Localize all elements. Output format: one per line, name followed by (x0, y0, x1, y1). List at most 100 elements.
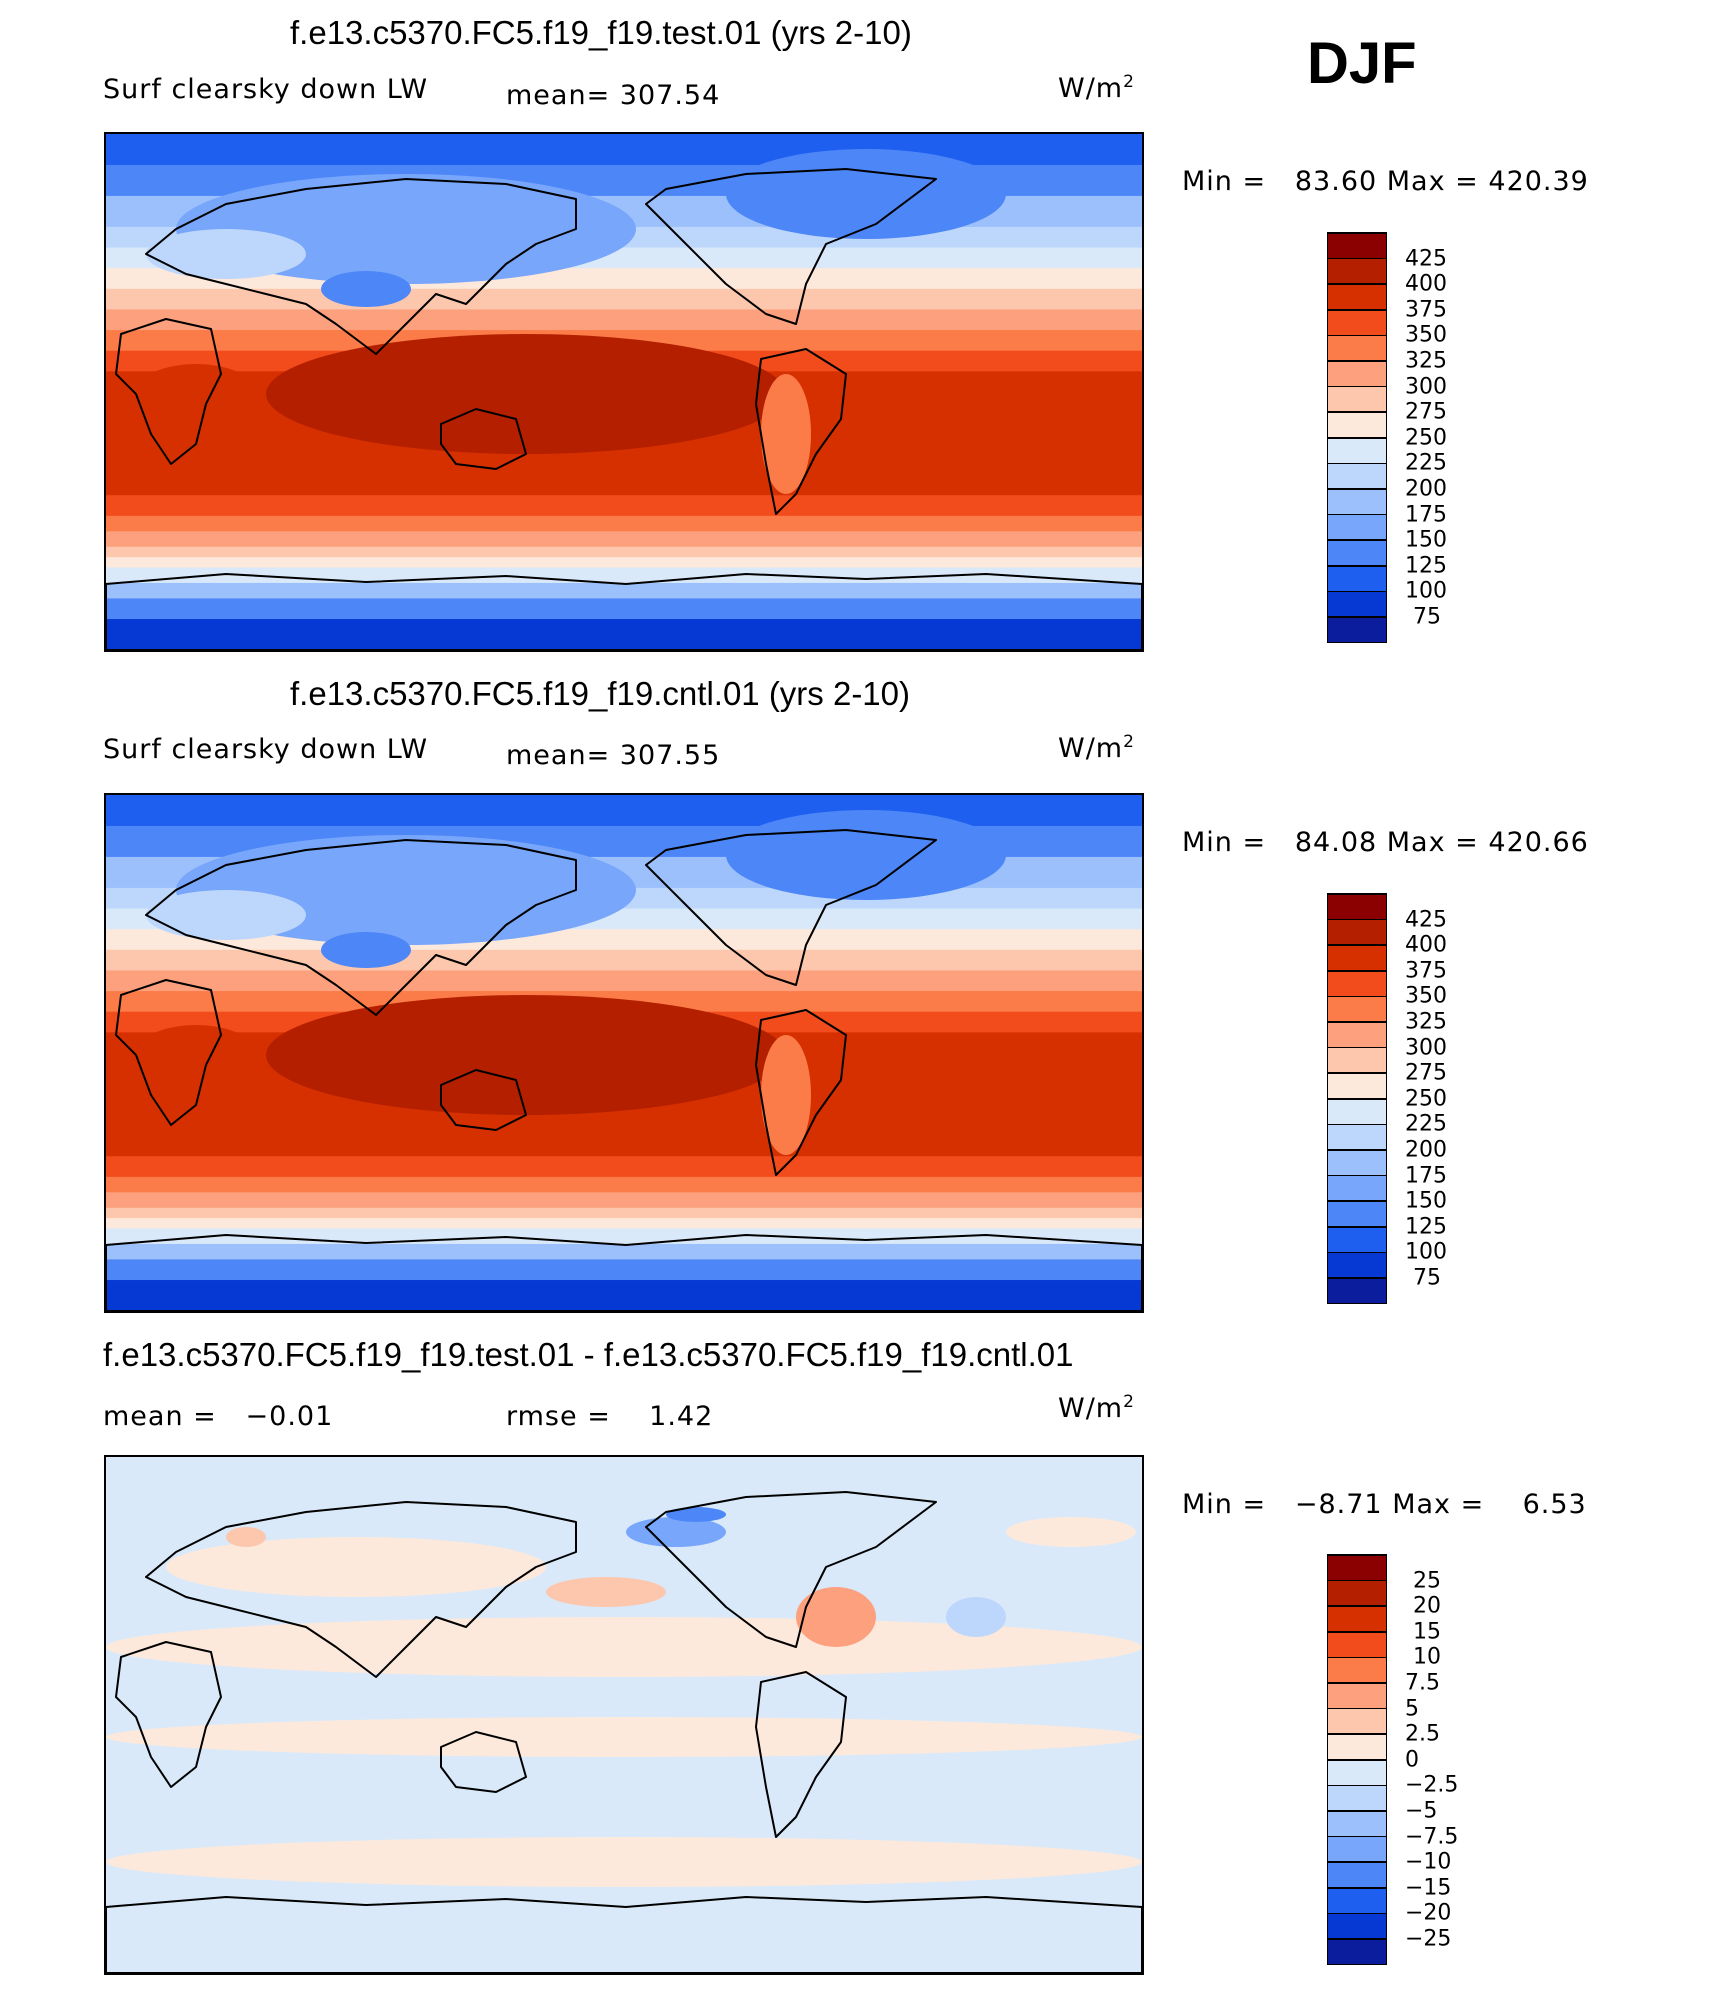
colorbar-tick-label: 100 (1405, 1239, 1447, 1265)
colorbar-tick-label: 175 (1405, 1163, 1447, 1189)
panel2-max-label: Max = (1386, 827, 1479, 858)
colorbar-tick-label: 375 (1405, 297, 1447, 323)
colorbar-divider (1327, 1277, 1387, 1279)
colorbar-divider (1327, 1021, 1387, 1023)
colorbar-swatch (1327, 233, 1387, 259)
colorbar-divider (1327, 944, 1387, 946)
colorbar-swatch (1327, 540, 1387, 566)
coastline (440, 408, 527, 470)
coastline (106, 1896, 1142, 1973)
colorbar-divider (1327, 385, 1387, 388)
colorbar-tick-label: 200 (1405, 1137, 1447, 1163)
coastline (645, 168, 937, 325)
colorbar-swatch (1327, 1657, 1387, 1683)
field-band (106, 1207, 1142, 1220)
panel1-min-label: Min = (1182, 166, 1267, 197)
colorbar-divider (1327, 1631, 1387, 1633)
field-band (106, 582, 1142, 600)
coastline (106, 1234, 1142, 1311)
colorbar-tick-label: 150 (1405, 527, 1447, 553)
colorbar-tick-label: 125 (1405, 553, 1447, 579)
colorbar-divider (1327, 1835, 1387, 1838)
panel2-max-value: 420.66 (1488, 827, 1589, 858)
coastline (115, 1641, 222, 1788)
coastline (440, 1731, 527, 1793)
field-patch (166, 1537, 546, 1597)
panel3-rmse-label: rmse = (506, 1401, 611, 1432)
colorbar-swatch (1327, 1022, 1387, 1048)
colorbar-divider (1327, 1046, 1387, 1049)
colorbar-tick-label: 350 (1405, 322, 1447, 348)
field-band (106, 567, 1142, 584)
colorbar-swatch (1327, 258, 1387, 285)
colorbar-divider (1327, 1302, 1387, 1305)
colorbar-swatch (1327, 1836, 1387, 1863)
field-band (106, 1156, 1142, 1178)
field-band (106, 1280, 1142, 1311)
panel1-max-label: Max = (1386, 166, 1479, 197)
colorbar-swatch (1327, 309, 1387, 336)
colorbar-tick-label: 400 (1405, 932, 1447, 958)
colorbar-swatch (1327, 361, 1387, 387)
colorbar-tick-label: 225 (1405, 450, 1447, 476)
field-band (106, 1218, 1142, 1230)
field-band (106, 515, 1142, 533)
coastline (145, 1501, 577, 1678)
panel3-units: W/m2 (1058, 1392, 1135, 1424)
colorbar-divider (1327, 1200, 1387, 1202)
colorbar-swatch (1327, 489, 1387, 515)
field-band (106, 134, 1142, 166)
cold-region-tibet (321, 271, 411, 307)
field-patch (106, 1617, 1142, 1677)
panel2-variable: Surf clearsky down LW (103, 734, 429, 765)
colorbar-swatch (1327, 1150, 1387, 1176)
cold-region-canada (726, 149, 1006, 239)
colorbar-divider (1327, 1963, 1387, 1966)
andes-region (761, 374, 811, 494)
colorbar-swatch (1327, 1606, 1387, 1632)
colorbar-swatch (1327, 591, 1387, 617)
colorbar-tick-label: −25 (1405, 1926, 1452, 1952)
colorbar-tick-label: 100 (1405, 578, 1447, 604)
colorbar-tick-label: −2.5 (1405, 1772, 1459, 1798)
field-band (106, 495, 1142, 517)
colorbar-divider (1327, 1226, 1387, 1228)
coastline (440, 1069, 527, 1131)
field-band (106, 1259, 1142, 1282)
colorbar-swatch (1327, 945, 1387, 971)
colorbar-swatch (1327, 996, 1387, 1022)
cold-region-canada (726, 810, 1006, 900)
colorbar-tick-label: 250 (1405, 1086, 1447, 1112)
season-label: DJF (1307, 31, 1417, 96)
colorbar-divider (1327, 1810, 1387, 1812)
colorbar-swatch (1327, 919, 1387, 946)
panel2-field (106, 795, 1142, 1311)
panel3-title: f.e13.c5370.FC5.f19_f19.test.01 - f.e13.… (103, 1336, 1074, 1373)
panel1-units-exp: 2 (1123, 72, 1135, 92)
colorbar-divider (1327, 893, 1387, 895)
field-band (106, 795, 1142, 827)
colorbar-tick-label: −5 (1405, 1798, 1438, 1824)
panel2-units: W/m2 (1058, 732, 1135, 764)
colorbar-tick-label: 425 (1405, 246, 1447, 272)
field-band (106, 1192, 1142, 1209)
colorbar-swatch (1327, 386, 1387, 413)
colorbar-divider (1327, 1733, 1387, 1735)
colorbar-tick-label: −20 (1405, 1900, 1452, 1926)
colorbar-tick-label: 2.5 (1405, 1721, 1440, 1747)
panel1-field (106, 134, 1142, 650)
field-band (106, 1176, 1142, 1194)
colorbar-swatch (1327, 1734, 1387, 1760)
field-patch (1006, 1517, 1136, 1547)
coastline (115, 318, 222, 465)
panel3-mean-value: −0.01 (245, 1401, 334, 1432)
colorbar-swatch (1327, 1862, 1387, 1888)
colorbar-tick-label: 275 (1405, 1060, 1447, 1086)
colorbar-divider (1327, 257, 1387, 260)
colorbar-swatch (1327, 970, 1387, 997)
colorbar-divider (1327, 1912, 1387, 1915)
colorbar-divider (1327, 1605, 1387, 1607)
coastline (755, 348, 847, 515)
colorbar-tick-label: 300 (1405, 374, 1447, 400)
colorbar-divider (1327, 1938, 1387, 1940)
